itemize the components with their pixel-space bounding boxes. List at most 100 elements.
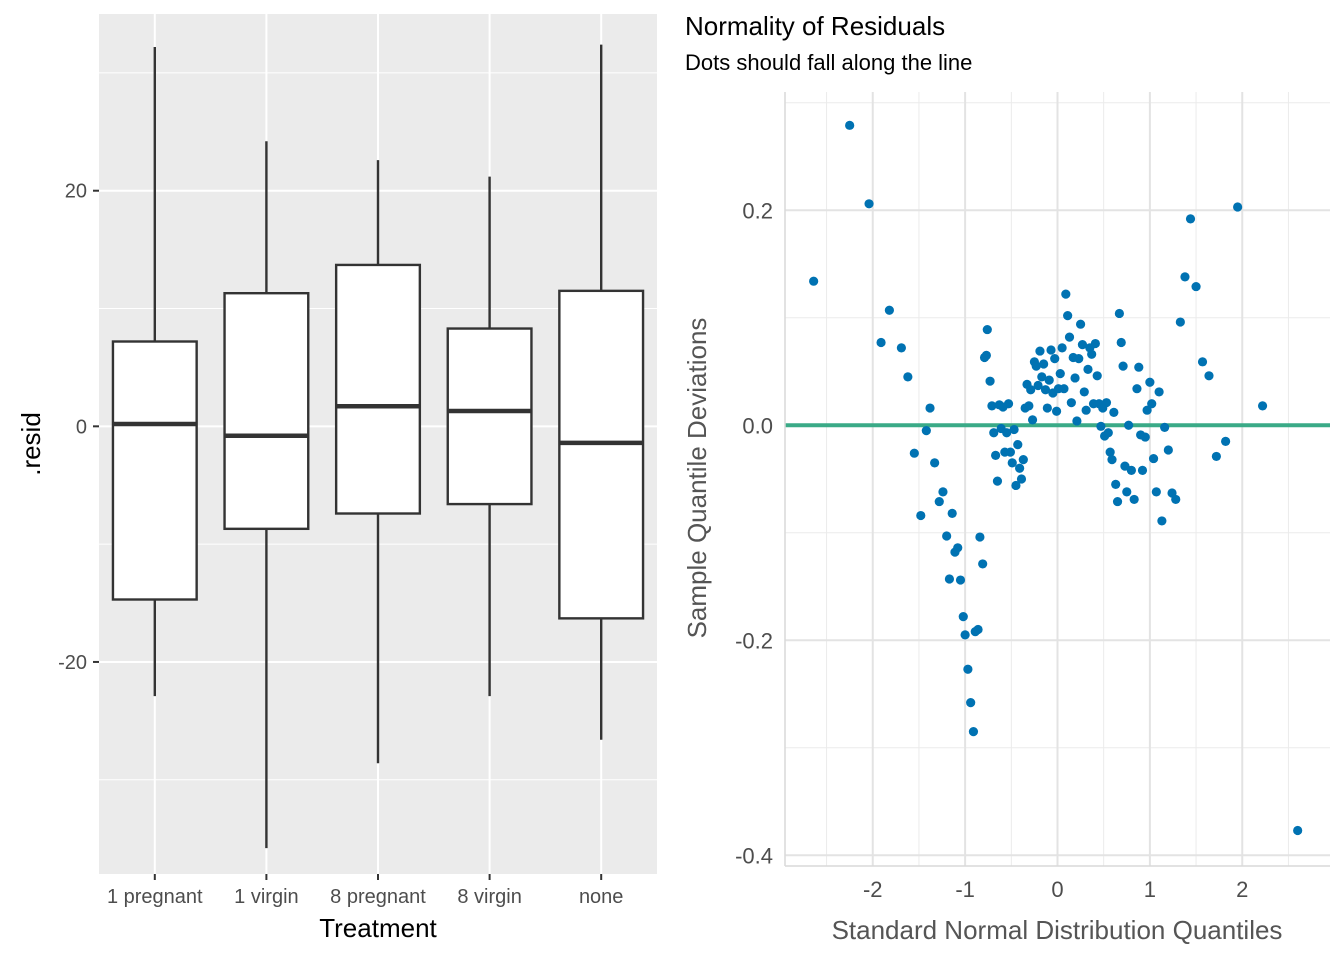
qq-point (1027, 415, 1038, 425)
qq-point (1079, 387, 1089, 397)
qq-point (991, 450, 1001, 460)
qq-point (1129, 494, 1139, 505)
qq-point (1057, 343, 1067, 353)
qq-point (1233, 202, 1243, 212)
qq-point (1112, 496, 1123, 507)
qq-point (1148, 453, 1159, 464)
qq-point (1011, 480, 1021, 491)
qq-point (1013, 440, 1023, 450)
qq-point (1147, 399, 1157, 409)
box-body (446, 327, 533, 506)
boxplot-y-tick-label: 0 (76, 416, 87, 438)
qq-subtitle: Dots should fall along the line (685, 50, 972, 75)
qq-panel: Normality of Residuals Dots should fall … (682, 11, 1330, 945)
qq-point (1140, 432, 1150, 442)
boxplot-x-tick-label: 1 pregnant (107, 886, 203, 908)
qq-point (1090, 338, 1100, 349)
qq-point (1042, 403, 1052, 413)
box-body (558, 289, 645, 620)
qq-point (916, 510, 926, 521)
qq-point (975, 532, 985, 542)
qq-point (973, 624, 983, 635)
qq-point (1191, 281, 1201, 292)
qq-point (1077, 340, 1088, 350)
qq-point (992, 476, 1003, 486)
qq-point (1145, 377, 1155, 387)
qq-point (1061, 289, 1071, 299)
qq-point (1124, 420, 1134, 430)
boxplot-x-tick-label: none (579, 886, 624, 908)
qq-point (1033, 380, 1043, 391)
qq-point (953, 543, 963, 553)
qq-point (1118, 361, 1128, 371)
qq-point (1037, 372, 1047, 382)
qq-point (845, 120, 855, 130)
qq-point (1171, 494, 1181, 505)
qq-point (1116, 337, 1126, 348)
qq-point (1132, 384, 1142, 394)
qq-point (1122, 487, 1132, 497)
qq-point (884, 305, 894, 315)
qq-point (1081, 405, 1091, 415)
qq-point (1101, 398, 1112, 408)
boxplot-x-tick-label: 1 virgin (234, 886, 298, 908)
qq-y-tick-label: -0.4 (735, 843, 773, 868)
qq-point (809, 276, 819, 286)
box-8-virgin (446, 176, 533, 697)
boxplot-boxes (111, 44, 645, 849)
qq-point (1105, 447, 1115, 457)
qq-point (1126, 465, 1136, 475)
qq-x-tick-label: 1 (1144, 877, 1156, 902)
qq-point (1175, 317, 1185, 327)
qq-point (930, 458, 940, 468)
boxplot-panel: -20 0 20 1 pregnant 1 virgin 8 pregnant 8 virg… (16, 14, 657, 943)
boxplot-axes: -20 0 20 1 pregnant 1 virgin 8 pregnant 8 virg… (58, 181, 623, 908)
boxplot-x-tick-label: 8 pregnant (330, 886, 426, 908)
qq-point (1005, 447, 1015, 457)
qq-point (925, 403, 935, 413)
boxplot-x-axis-title: Treatment (319, 913, 437, 943)
qq-point (1007, 458, 1017, 468)
qq-point (1072, 416, 1082, 426)
qq-point (1134, 362, 1144, 372)
qq-point (1018, 455, 1028, 465)
qq-point (1039, 359, 1049, 369)
qq-point (1064, 332, 1075, 342)
qq-point (1070, 373, 1080, 383)
qq-point (1204, 371, 1214, 381)
qq-point (942, 531, 952, 541)
box-body (334, 263, 422, 515)
qq-point (1111, 479, 1121, 489)
qq-point (944, 574, 955, 584)
qq-point (1051, 406, 1062, 416)
qq-point (1026, 385, 1036, 395)
qq-title: Normality of Residuals (685, 11, 945, 41)
qq-point (903, 372, 913, 382)
qq-point (1083, 364, 1093, 374)
qq-point (989, 428, 999, 438)
qq-point (1109, 407, 1119, 417)
qq-point (1293, 825, 1303, 836)
qq-point (876, 337, 886, 348)
qq-point (1211, 451, 1221, 462)
qq-point (1044, 375, 1054, 385)
qq-axes: -0.4 -0.2 0.0 0.2 -2 -1 0 1 2 (735, 92, 1330, 902)
boxplot-y-axis-title: .resid (16, 412, 46, 476)
boxplot-x-tick-label: 8 virgin (457, 886, 521, 908)
qq-point (947, 508, 957, 518)
qq-y-tick-label: -0.2 (735, 628, 773, 653)
qq-x-tick-label: 0 (1051, 877, 1063, 902)
qq-x-tick-label: -1 (955, 877, 975, 902)
qq-point (968, 727, 979, 737)
qq-point (955, 575, 966, 585)
box-1-virgin (223, 141, 310, 849)
qq-y-axis-title: Sample Quantile Deviations (682, 318, 712, 639)
qq-point (1157, 516, 1167, 526)
qq-point (1257, 401, 1268, 411)
box-none (558, 44, 645, 740)
qq-point (938, 487, 948, 497)
qq-point (1163, 445, 1173, 455)
qq-point (909, 448, 919, 458)
qq-point (1107, 455, 1117, 465)
